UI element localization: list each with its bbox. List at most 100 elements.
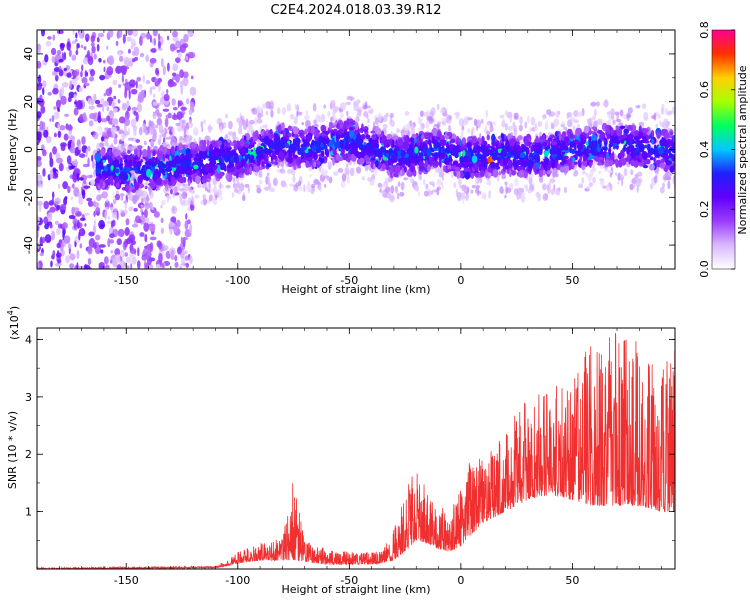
spectrogram-cell	[133, 128, 137, 137]
spectrogram-cell	[208, 160, 216, 168]
spectrogram-cell	[542, 185, 546, 190]
spectrogram-cell	[156, 117, 163, 126]
spectrogram-cell	[163, 245, 169, 251]
spectrogram-cell	[391, 139, 395, 148]
spectrogram-cell	[424, 135, 430, 140]
spectrogram-cell	[116, 238, 122, 246]
spectrogram-cell	[164, 117, 169, 128]
spectrogram-cell	[171, 46, 178, 51]
spectrogram-cell	[391, 154, 396, 161]
spectrogram-cell	[410, 167, 414, 173]
spectrogram-cell	[643, 112, 648, 116]
spectrogram-cell	[454, 166, 461, 172]
spectrogram-cell	[169, 228, 173, 235]
spectrogram-cell	[60, 95, 67, 105]
spectrogram-cell	[100, 97, 105, 105]
spectrogram-cell	[161, 199, 166, 206]
spectrogram-cell	[571, 160, 575, 169]
spectrogram-cell	[617, 172, 621, 182]
spectrogram-cell	[127, 127, 131, 136]
spectrogram-cell	[238, 154, 242, 162]
spectrogram-cell	[603, 136, 606, 143]
spectrogram-cell	[261, 103, 267, 109]
spectrogram-cell	[72, 207, 80, 212]
spectrogram-cell	[666, 123, 669, 130]
spectrogram-cell	[265, 110, 269, 116]
spectrogram-cell	[75, 32, 78, 39]
spectrogram-cell	[94, 234, 101, 241]
spectrogram-cell	[179, 69, 184, 79]
spectrogram-cell	[352, 133, 357, 140]
spectrogram-cell	[542, 115, 545, 121]
spectrogram-cell	[455, 111, 460, 120]
spectrogram-cell	[59, 203, 67, 211]
spectrogram-cell	[408, 153, 413, 162]
spectrogram-cell	[88, 199, 91, 207]
spectrogram-cell	[581, 159, 588, 167]
snr-y-tick-label: 2	[25, 448, 32, 461]
spectrogram-cell	[70, 184, 73, 189]
spectrogram-cell	[131, 256, 137, 265]
spectrogram-cell	[156, 112, 162, 118]
spectrogram-cell	[330, 99, 336, 107]
spectrogram-cell	[215, 194, 218, 201]
spectrogram-cell	[296, 110, 299, 118]
spectrogram-cell	[274, 146, 280, 156]
spectrogram-cell	[287, 155, 294, 164]
spectrogram-cell	[280, 180, 287, 188]
spectrogram-cell	[61, 82, 69, 88]
spectrogram-cell	[183, 33, 189, 43]
spectrogram-cell	[131, 88, 138, 95]
spectrogram-cell	[173, 186, 178, 194]
spectrogram-cell	[124, 87, 127, 94]
spectrogram-cell	[200, 200, 204, 205]
spectrogram-cell	[66, 155, 72, 165]
spectrogram-cell	[236, 181, 240, 189]
spectrogram-cell	[603, 146, 608, 152]
spectrogram-cell	[190, 75, 194, 80]
spectrogram-cell	[219, 182, 222, 189]
spectrogram-cell	[595, 101, 600, 107]
spectrogram-cell	[165, 136, 171, 140]
spectrogram-cell	[87, 246, 93, 255]
spectrogram-cell	[257, 112, 262, 120]
spectrogram-cell	[261, 161, 265, 167]
spectrogram-cell	[150, 161, 157, 167]
spectrogram-cell	[208, 181, 211, 190]
spectrogram-cell	[499, 114, 505, 119]
spectrogram-cell	[336, 122, 340, 130]
spectrogram-cell	[634, 139, 641, 144]
spectrogram-cell	[109, 259, 113, 264]
spectrogram-cell	[479, 191, 482, 195]
spectrogram-cell	[73, 93, 77, 99]
spectrogram-cell	[660, 129, 666, 136]
spectrogram-cell	[479, 176, 483, 184]
spectrogram-cell	[118, 129, 124, 135]
spectrogram-cell	[151, 134, 157, 142]
spectrogram-cell	[132, 30, 138, 38]
spectrogram-cell	[248, 119, 255, 125]
spectrogram-cell	[499, 186, 504, 194]
colorbar-tick-label: 0.4	[698, 141, 711, 159]
spectrogram-cell	[202, 174, 209, 179]
spectrogram-cell	[346, 121, 350, 127]
spectrogram-cell	[438, 159, 442, 168]
spectrogram-cell	[327, 110, 331, 118]
spectrogram-cell	[339, 140, 344, 150]
spectrogram-cell	[83, 180, 87, 185]
spectrogram-cell	[71, 40, 76, 45]
spectrogram-cell	[265, 101, 271, 109]
spectrogram-cell	[217, 148, 225, 153]
spectrogram-cell	[362, 126, 367, 130]
spectrogram-cell	[414, 146, 419, 154]
spectrogram-cell	[192, 150, 198, 155]
spectrogram-cell	[44, 54, 49, 63]
spectrogram-cell	[340, 102, 347, 111]
spectrogram-cell	[666, 112, 672, 116]
spectrogram-cell	[290, 113, 295, 120]
spectrogram-cell	[383, 180, 388, 188]
spectrogram-cell	[108, 156, 113, 163]
spectrogram-cell	[615, 159, 619, 168]
spectrogram-cell	[102, 131, 108, 137]
spectrogram-cell	[313, 161, 317, 168]
